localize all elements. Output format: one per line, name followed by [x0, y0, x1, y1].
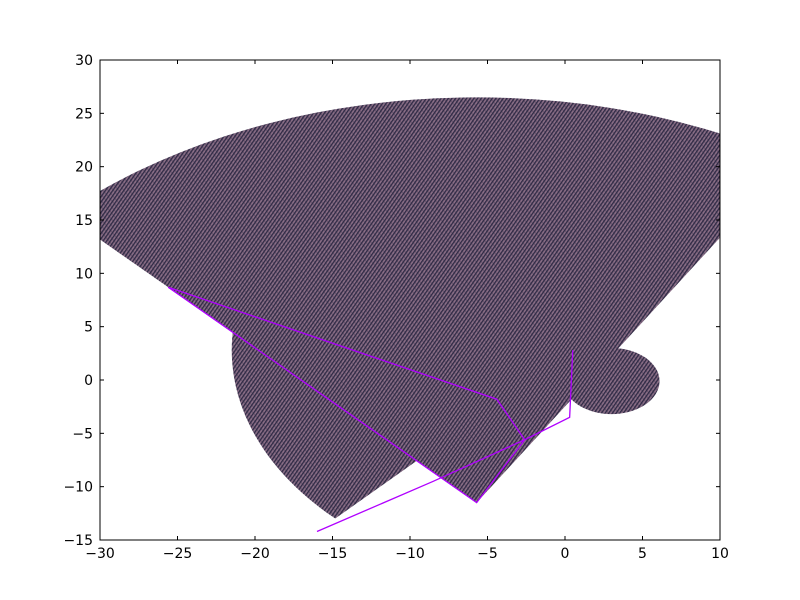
y-tick-label: 20 — [75, 160, 93, 176]
x-tick-label: −5 — [477, 546, 498, 562]
y-axis: −15 −10 −5 0 5 10 15 20 25 30 — [63, 53, 720, 549]
y-tick-label: 0 — [84, 373, 93, 389]
x-axis: −30 −25 −20 −15 −10 −5 0 5 10 — [85, 60, 729, 562]
x-tick-label: −30 — [85, 546, 115, 562]
shape-texture-2 — [100, 97, 720, 503]
y-tick-label: −15 — [63, 533, 93, 549]
line-layer — [167, 286, 574, 533]
x-tick-label: 10 — [711, 546, 729, 562]
y-tick-label: 25 — [75, 106, 93, 122]
x-tick-label: −25 — [163, 546, 193, 562]
y-tick-label: 10 — [75, 266, 93, 282]
x-tick-label: −20 — [240, 546, 270, 562]
y-tick-label: −10 — [63, 480, 93, 496]
x-tick-label: 0 — [561, 546, 570, 562]
plot-area — [100, 97, 720, 533]
y-tick-label: 30 — [75, 53, 93, 69]
y-tick-label: −5 — [72, 426, 93, 442]
edge-line-3 — [316, 439, 525, 533]
x-tick-label: −10 — [395, 546, 425, 562]
y-tick-label: 5 — [84, 320, 93, 336]
shape-layer — [100, 97, 720, 519]
x-tick-label: 5 — [638, 546, 647, 562]
x-tick-label: −15 — [318, 546, 348, 562]
y-tick-label: 15 — [75, 213, 93, 229]
edge-line-2 — [167, 286, 526, 504]
